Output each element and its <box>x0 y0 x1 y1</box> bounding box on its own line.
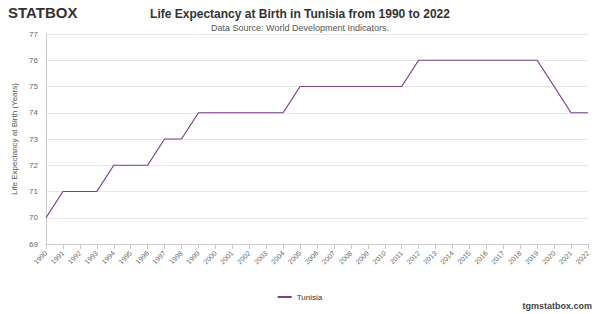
svg-text:2001: 2001 <box>219 249 235 265</box>
svg-text:75: 75 <box>29 82 38 91</box>
svg-text:72: 72 <box>29 161 38 170</box>
svg-text:STATBOX: STATBOX <box>8 4 77 21</box>
svg-text:1993: 1993 <box>83 249 99 265</box>
svg-text:73: 73 <box>29 135 38 144</box>
svg-text:Life Expectancy at Birth (Year: Life Expectancy at Birth (Years) <box>10 83 19 195</box>
svg-text:2000: 2000 <box>202 249 218 265</box>
svg-text:2002: 2002 <box>236 249 252 265</box>
svg-text:tgmstatbox.com: tgmstatbox.com <box>522 301 592 311</box>
svg-text:2013: 2013 <box>422 249 438 265</box>
svg-text:70: 70 <box>29 213 38 222</box>
svg-text:71: 71 <box>29 187 38 196</box>
svg-text:Data Source: World Development: Data Source: World Development Indicator… <box>211 23 389 33</box>
svg-text:2015: 2015 <box>456 249 472 265</box>
svg-text:2003: 2003 <box>253 249 269 265</box>
svg-text:1997: 1997 <box>151 249 167 265</box>
svg-text:2020: 2020 <box>541 249 557 265</box>
svg-text:77: 77 <box>29 30 38 39</box>
svg-text:2021: 2021 <box>558 249 574 265</box>
svg-text:Tunisia: Tunisia <box>297 293 323 302</box>
svg-text:1991: 1991 <box>49 249 65 265</box>
svg-text:1996: 1996 <box>134 249 150 265</box>
svg-text:2005: 2005 <box>287 249 303 265</box>
svg-text:1992: 1992 <box>66 249 82 265</box>
svg-text:1999: 1999 <box>185 249 201 265</box>
svg-text:2022: 2022 <box>575 249 591 265</box>
svg-text:2012: 2012 <box>405 249 421 265</box>
svg-text:2007: 2007 <box>320 249 336 265</box>
svg-text:2010: 2010 <box>371 249 387 265</box>
svg-text:2009: 2009 <box>354 249 370 265</box>
svg-text:1995: 1995 <box>117 249 133 265</box>
svg-text:76: 76 <box>29 56 38 65</box>
svg-text:2018: 2018 <box>507 249 523 265</box>
svg-text:69: 69 <box>29 240 38 249</box>
svg-text:1998: 1998 <box>168 249 184 265</box>
svg-text:Life Expectancy at Birth in Tu: Life Expectancy at Birth in Tunisia from… <box>150 7 450 21</box>
svg-text:1994: 1994 <box>100 249 116 265</box>
svg-text:2004: 2004 <box>270 249 286 265</box>
svg-text:2016: 2016 <box>473 249 489 265</box>
svg-text:74: 74 <box>29 108 38 117</box>
svg-text:2017: 2017 <box>490 249 506 265</box>
svg-text:2014: 2014 <box>439 249 455 265</box>
svg-text:2006: 2006 <box>304 249 320 265</box>
svg-text:2011: 2011 <box>389 249 405 265</box>
svg-text:2008: 2008 <box>337 249 353 265</box>
svg-text:1990: 1990 <box>33 249 49 265</box>
svg-text:2019: 2019 <box>524 249 540 265</box>
